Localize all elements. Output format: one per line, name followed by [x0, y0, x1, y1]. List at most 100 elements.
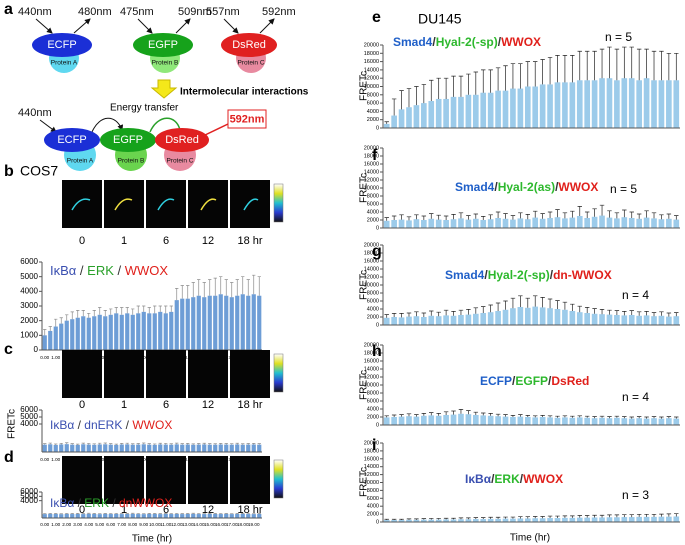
error-bar: [98, 442, 102, 445]
error-bar: [674, 416, 679, 419]
bar: [136, 444, 141, 452]
error-bar: [451, 75, 456, 97]
legend: IκBα / ERK / dnWWOX: [50, 496, 172, 510]
error-bar: [614, 310, 620, 315]
error-bar: [577, 305, 582, 313]
error-bar: [458, 409, 464, 414]
image-label: 6: [163, 504, 169, 516]
protein: Protein A: [67, 158, 94, 165]
bar: [141, 444, 146, 452]
bar: [576, 417, 583, 425]
bar: [480, 519, 487, 522]
bar: [81, 316, 86, 350]
bar: [152, 444, 157, 452]
x-tick-label: 19.00: [248, 522, 260, 527]
error-bar: [147, 307, 151, 314]
bar: [413, 416, 420, 425]
legend-part: /: [548, 374, 552, 388]
bar: [599, 78, 605, 128]
bar: [97, 444, 102, 452]
error-bar: [230, 282, 234, 298]
cell-image: [230, 456, 270, 504]
bar: [472, 415, 479, 425]
error-bar: [48, 326, 52, 331]
cell-image: [146, 180, 186, 228]
bar: [443, 519, 449, 522]
legend-part: IκBα: [50, 418, 74, 432]
error-bar: [525, 516, 531, 519]
bar: [147, 444, 152, 452]
bar: [532, 217, 539, 228]
bar: [64, 320, 69, 350]
cell-image-signal: [243, 198, 259, 211]
bar: [584, 517, 591, 522]
bar: [450, 519, 457, 522]
error-bar: [399, 414, 404, 417]
error-bar: [577, 50, 582, 81]
error-bar: [219, 443, 223, 445]
y-tick-label: 16000: [364, 59, 379, 65]
bar: [229, 444, 234, 452]
bar: [614, 80, 620, 128]
bar: [406, 316, 412, 325]
bar: [169, 514, 174, 518]
bar: [92, 514, 97, 518]
bar: [103, 316, 108, 350]
error-bar: [562, 415, 568, 418]
bar: [191, 297, 196, 350]
bar: [443, 315, 449, 325]
error-bar: [443, 517, 449, 520]
error-bar: [636, 311, 642, 316]
bar: [180, 514, 185, 518]
error-bar: [175, 513, 179, 514]
error-bar: [518, 516, 523, 519]
arrow: [202, 123, 229, 137]
error-bar: [562, 301, 568, 310]
error-bar: [555, 415, 560, 418]
bar: [92, 316, 97, 350]
error-bar: [208, 443, 212, 445]
error-bar: [414, 86, 419, 106]
error-bar: [599, 204, 605, 216]
cell-image: [62, 180, 102, 228]
error-bar: [224, 513, 228, 514]
bar: [547, 308, 553, 325]
bar: [53, 514, 58, 518]
x-tick-label: 10.00: [149, 522, 161, 527]
error-bar: [451, 517, 456, 520]
error-bar: [488, 516, 493, 519]
error-bar: [532, 415, 538, 418]
error-bar: [219, 276, 223, 295]
y-tick-label: 5000: [20, 272, 38, 281]
bar: [75, 317, 80, 350]
bar: [406, 416, 412, 425]
bar: [569, 311, 576, 325]
error-bar: [674, 52, 679, 81]
bar: [435, 316, 442, 325]
arrow: [91, 117, 124, 133]
bar: [246, 514, 251, 518]
bar: [510, 417, 516, 425]
legend-part: ERK: [494, 472, 520, 486]
error-bar: [125, 513, 129, 515]
legend-part: /: [555, 180, 559, 194]
bar: [666, 516, 672, 522]
color-scale: [273, 353, 284, 393]
bar: [391, 220, 397, 228]
legend-part: DsRed: [551, 374, 589, 388]
error-bar: [153, 443, 157, 445]
y-tick-label: 3000: [20, 301, 38, 310]
y-tick-label: 20000: [364, 145, 379, 151]
bar: [240, 444, 245, 452]
error-bar: [246, 279, 250, 296]
error-bar: [142, 442, 146, 445]
panel-letter: i: [372, 437, 376, 454]
fluorophore-shape: [221, 33, 277, 57]
error-bar: [399, 214, 404, 220]
bar: [450, 219, 457, 228]
error-bar: [577, 515, 582, 518]
error-bar: [674, 513, 679, 517]
bar: [517, 416, 524, 425]
error-bar: [651, 416, 657, 419]
bar: [591, 216, 598, 228]
